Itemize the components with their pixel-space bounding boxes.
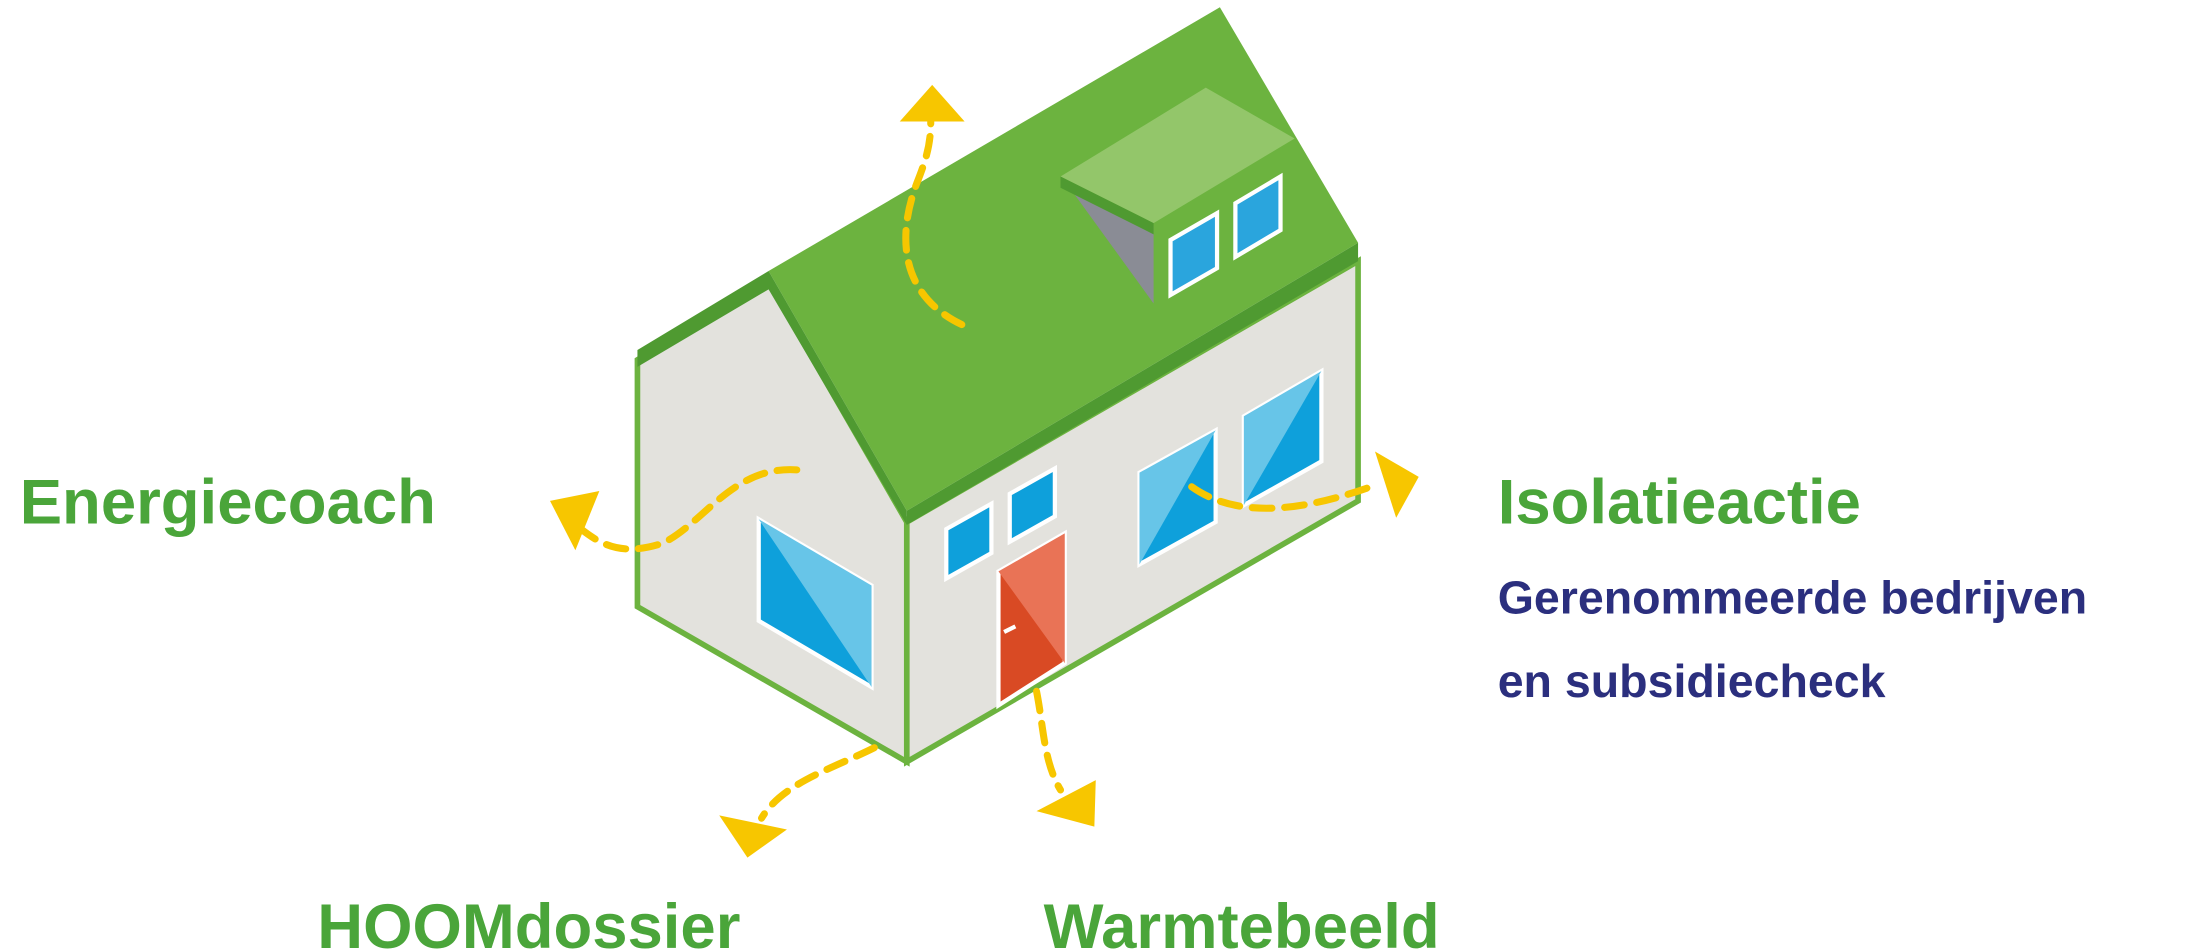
house xyxy=(637,7,1358,761)
label-subtext: en subsidiecheck xyxy=(1498,655,1886,707)
label-isolatieactie: Isolatieactie xyxy=(1498,467,1861,537)
label-warmtebeeld: Warmtebeeld xyxy=(1044,892,1440,951)
page: Energiecoach Isolatieactie Gerenommeerde… xyxy=(0,0,2200,951)
diagram: Energiecoach Isolatieactie Gerenommeerde… xyxy=(0,0,2200,951)
label-hoomdossier: HOOMdossier xyxy=(317,892,740,951)
label-subtext: Gerenommeerde bedrijven xyxy=(1498,572,2087,624)
label-energiecoach: Energiecoach xyxy=(20,467,436,537)
